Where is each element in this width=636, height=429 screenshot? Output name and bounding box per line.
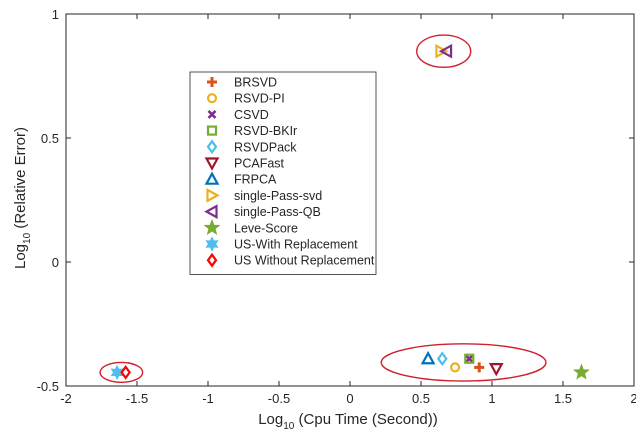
point-single-pass-qb xyxy=(438,43,453,59)
point-us-without-replacement xyxy=(120,364,132,380)
legend-label: CSVD xyxy=(234,108,269,122)
legend-label: BRSVD xyxy=(234,76,277,90)
highlight-ellipse xyxy=(416,34,472,69)
legend-marker xyxy=(205,236,219,252)
x-tick-label: 0 xyxy=(346,391,353,406)
point-rsvd-bkir xyxy=(464,353,475,364)
y-tick-label: 1 xyxy=(52,7,59,22)
point-single-pass-svd xyxy=(435,43,449,59)
legend-label: US Without Replacement xyxy=(234,254,375,268)
legend-marker xyxy=(206,93,218,104)
highlight-ellipse xyxy=(99,361,144,383)
legend-label: Leve-Score xyxy=(234,221,298,235)
legend: BRSVD RSVD-PI CSVD RSVD-BKIr RSVDPack PCAFast… xyxy=(189,71,377,275)
legend-marker xyxy=(204,171,220,185)
point-brsvd xyxy=(474,362,485,373)
legend-label: RSVD-BKIr xyxy=(234,124,297,138)
legend-label: single-Pass-svd xyxy=(234,189,322,203)
legend-marker xyxy=(206,188,220,203)
legend-marker xyxy=(204,157,220,171)
x-tick-label: -1 xyxy=(202,391,214,406)
legend-label: single-Pass-QB xyxy=(234,205,321,219)
legend-marker xyxy=(207,109,217,119)
point-frpca xyxy=(420,350,436,365)
x-axis-label: Log10 (Cpu Time (Second)) xyxy=(258,411,438,429)
x-tick-label: 1.5 xyxy=(554,391,572,406)
x-tick-label: 2 xyxy=(630,391,636,406)
y-axis-label: Log10 (Relative Error) xyxy=(12,127,33,269)
legend-box xyxy=(189,71,377,275)
legend-marker xyxy=(207,77,217,87)
legend-label: FRPCA xyxy=(234,173,277,187)
legend-marker xyxy=(206,139,218,155)
x-tick-label: -1.5 xyxy=(126,391,148,406)
point-csvd xyxy=(464,354,474,364)
legend-label: PCAFast xyxy=(234,157,285,171)
legend-label: RSVD-PI xyxy=(234,92,285,106)
point-leve-score xyxy=(573,363,590,380)
x-tick-label: 0.5 xyxy=(412,391,430,406)
legend-marker xyxy=(206,252,218,268)
x-ticks: -2 -1.5 -1 -0.5 0 0.5 1 1.5 2 xyxy=(60,14,636,406)
legend-label: US-With Replacement xyxy=(234,238,358,252)
point-pcafast xyxy=(488,363,504,377)
data-points xyxy=(110,43,590,380)
y-tick-label: 0 xyxy=(52,255,59,270)
y-ticks: -0.5 0 0.5 1 xyxy=(37,7,634,394)
x-tick-label: -0.5 xyxy=(268,391,290,406)
x-tick-label: -2 xyxy=(60,391,72,406)
y-tick-label: 0.5 xyxy=(41,131,59,146)
highlight-ellipses xyxy=(99,34,547,383)
point-rsvdpack xyxy=(436,351,448,367)
legend-marker xyxy=(206,125,218,136)
legend-marker xyxy=(203,218,221,236)
legend-label: RSVDPack xyxy=(234,140,297,154)
legend-marker xyxy=(204,204,218,219)
y-tick-label: -0.5 xyxy=(37,379,59,394)
x-tick-label: 1 xyxy=(488,391,495,406)
highlight-ellipse xyxy=(380,343,547,382)
point-rsvd-pi xyxy=(449,362,461,373)
